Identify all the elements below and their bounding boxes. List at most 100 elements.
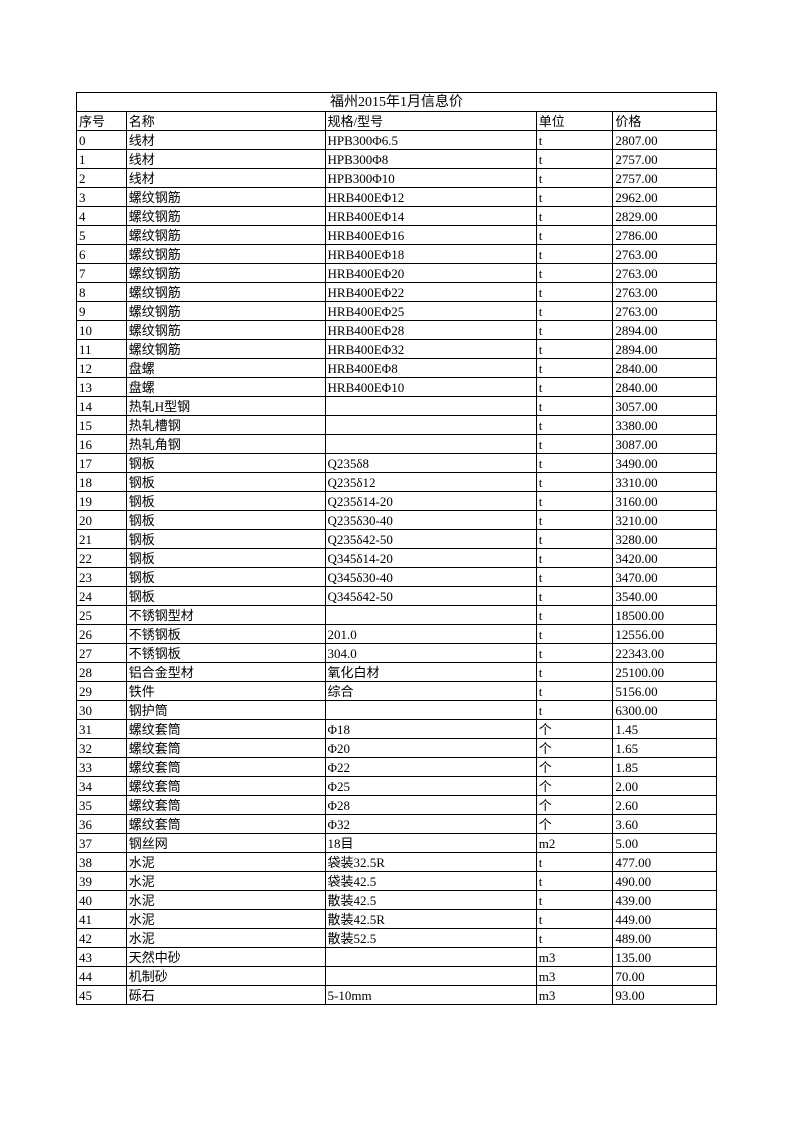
cell-unit: t — [536, 701, 613, 720]
cell-price: 25100.00 — [613, 663, 717, 682]
cell-unit: t — [536, 663, 613, 682]
cell-unit: t — [536, 853, 613, 872]
cell-name: 螺纹钢筋 — [126, 321, 325, 340]
table-row: 12盘螺HRB400EΦ8t2840.00 — [77, 359, 717, 378]
cell-spec: 5-10mm — [325, 986, 536, 1005]
cell-seq: 8 — [77, 283, 127, 302]
cell-price: 490.00 — [613, 872, 717, 891]
cell-seq: 1 — [77, 150, 127, 169]
cell-price: 2757.00 — [613, 150, 717, 169]
cell-seq: 13 — [77, 378, 127, 397]
header-price: 价格 — [613, 112, 717, 131]
cell-seq: 6 — [77, 245, 127, 264]
table-row: 22钢板Q345δ14-20t3420.00 — [77, 549, 717, 568]
table-row: 23钢板Q345δ30-40t3470.00 — [77, 568, 717, 587]
cell-name: 螺纹套筒 — [126, 796, 325, 815]
cell-unit: t — [536, 169, 613, 188]
table-row: 25不锈钢型材t18500.00 — [77, 606, 717, 625]
header-seq: 序号 — [77, 112, 127, 131]
cell-price: 477.00 — [613, 853, 717, 872]
cell-seq: 10 — [77, 321, 127, 340]
table-row: 10螺纹钢筋HRB400EΦ28t2894.00 — [77, 321, 717, 340]
cell-seq: 2 — [77, 169, 127, 188]
cell-price: 489.00 — [613, 929, 717, 948]
table-row: 32螺纹套筒Φ20个1.65 — [77, 739, 717, 758]
cell-spec: 散装52.5 — [325, 929, 536, 948]
header-spec: 规格/型号 — [325, 112, 536, 131]
title-row: 福州2015年1月信息价 — [77, 93, 717, 112]
cell-unit: t — [536, 435, 613, 454]
cell-seq: 15 — [77, 416, 127, 435]
cell-spec: Q235δ42-50 — [325, 530, 536, 549]
table-row: 29铁件综合t5156.00 — [77, 682, 717, 701]
cell-seq: 14 — [77, 397, 127, 416]
cell-spec: HRB400EΦ28 — [325, 321, 536, 340]
cell-spec: Φ18 — [325, 720, 536, 739]
cell-price: 93.00 — [613, 986, 717, 1005]
table-row: 30钢护筒t6300.00 — [77, 701, 717, 720]
cell-name: 机制砂 — [126, 967, 325, 986]
cell-unit: t — [536, 150, 613, 169]
cell-unit: 个 — [536, 758, 613, 777]
cell-spec — [325, 397, 536, 416]
cell-price: 2840.00 — [613, 378, 717, 397]
table-row: 31螺纹套筒Φ18个1.45 — [77, 720, 717, 739]
cell-price: 2840.00 — [613, 359, 717, 378]
cell-unit: t — [536, 302, 613, 321]
table-row: 3螺纹钢筋HRB400EΦ12t2962.00 — [77, 188, 717, 207]
table-row: 0线材HPB300Φ6.5t2807.00 — [77, 131, 717, 150]
cell-seq: 39 — [77, 872, 127, 891]
cell-name: 热轧角钢 — [126, 435, 325, 454]
cell-spec: Q345δ14-20 — [325, 549, 536, 568]
cell-spec: HRB400EΦ12 — [325, 188, 536, 207]
cell-name: 螺纹钢筋 — [126, 264, 325, 283]
cell-name: 钢板 — [126, 473, 325, 492]
cell-price: 3.60 — [613, 815, 717, 834]
cell-unit: t — [536, 207, 613, 226]
header-unit: 单位 — [536, 112, 613, 131]
cell-spec: HRB400EΦ22 — [325, 283, 536, 302]
cell-spec: Φ22 — [325, 758, 536, 777]
cell-price: 3420.00 — [613, 549, 717, 568]
cell-spec: Φ20 — [325, 739, 536, 758]
cell-spec: Φ28 — [325, 796, 536, 815]
price-table: 福州2015年1月信息价 序号 名称 规格/型号 单位 价格 0线材HPB300… — [76, 92, 717, 1005]
cell-price: 5156.00 — [613, 682, 717, 701]
cell-name: 钢板 — [126, 568, 325, 587]
cell-price: 2763.00 — [613, 245, 717, 264]
cell-price: 2.00 — [613, 777, 717, 796]
cell-price: 3280.00 — [613, 530, 717, 549]
cell-price: 3087.00 — [613, 435, 717, 454]
cell-name: 钢板 — [126, 530, 325, 549]
cell-spec — [325, 967, 536, 986]
cell-spec: 201.0 — [325, 625, 536, 644]
cell-price: 2763.00 — [613, 283, 717, 302]
cell-name: 铝合金型材 — [126, 663, 325, 682]
cell-name: 不锈钢板 — [126, 644, 325, 663]
cell-price: 2894.00 — [613, 340, 717, 359]
cell-seq: 16 — [77, 435, 127, 454]
cell-price: 3160.00 — [613, 492, 717, 511]
cell-spec: 袋装42.5 — [325, 872, 536, 891]
cell-price: 2962.00 — [613, 188, 717, 207]
cell-price: 3380.00 — [613, 416, 717, 435]
cell-name: 热轧槽钢 — [126, 416, 325, 435]
cell-unit: m3 — [536, 948, 613, 967]
cell-seq: 37 — [77, 834, 127, 853]
cell-seq: 45 — [77, 986, 127, 1005]
cell-name: 螺纹套筒 — [126, 758, 325, 777]
cell-price: 5.00 — [613, 834, 717, 853]
table-row: 38水泥袋装32.5Rt477.00 — [77, 853, 717, 872]
cell-price: 3057.00 — [613, 397, 717, 416]
cell-name: 线材 — [126, 131, 325, 150]
cell-seq: 20 — [77, 511, 127, 530]
cell-price: 3310.00 — [613, 473, 717, 492]
table-row: 13盘螺HRB400EΦ10t2840.00 — [77, 378, 717, 397]
cell-spec: 18目 — [325, 834, 536, 853]
cell-name: 铁件 — [126, 682, 325, 701]
cell-seq: 40 — [77, 891, 127, 910]
cell-name: 水泥 — [126, 891, 325, 910]
table-body: 福州2015年1月信息价 序号 名称 规格/型号 单位 价格 0线材HPB300… — [77, 93, 717, 1005]
cell-name: 螺纹钢筋 — [126, 188, 325, 207]
cell-spec: 散装42.5 — [325, 891, 536, 910]
